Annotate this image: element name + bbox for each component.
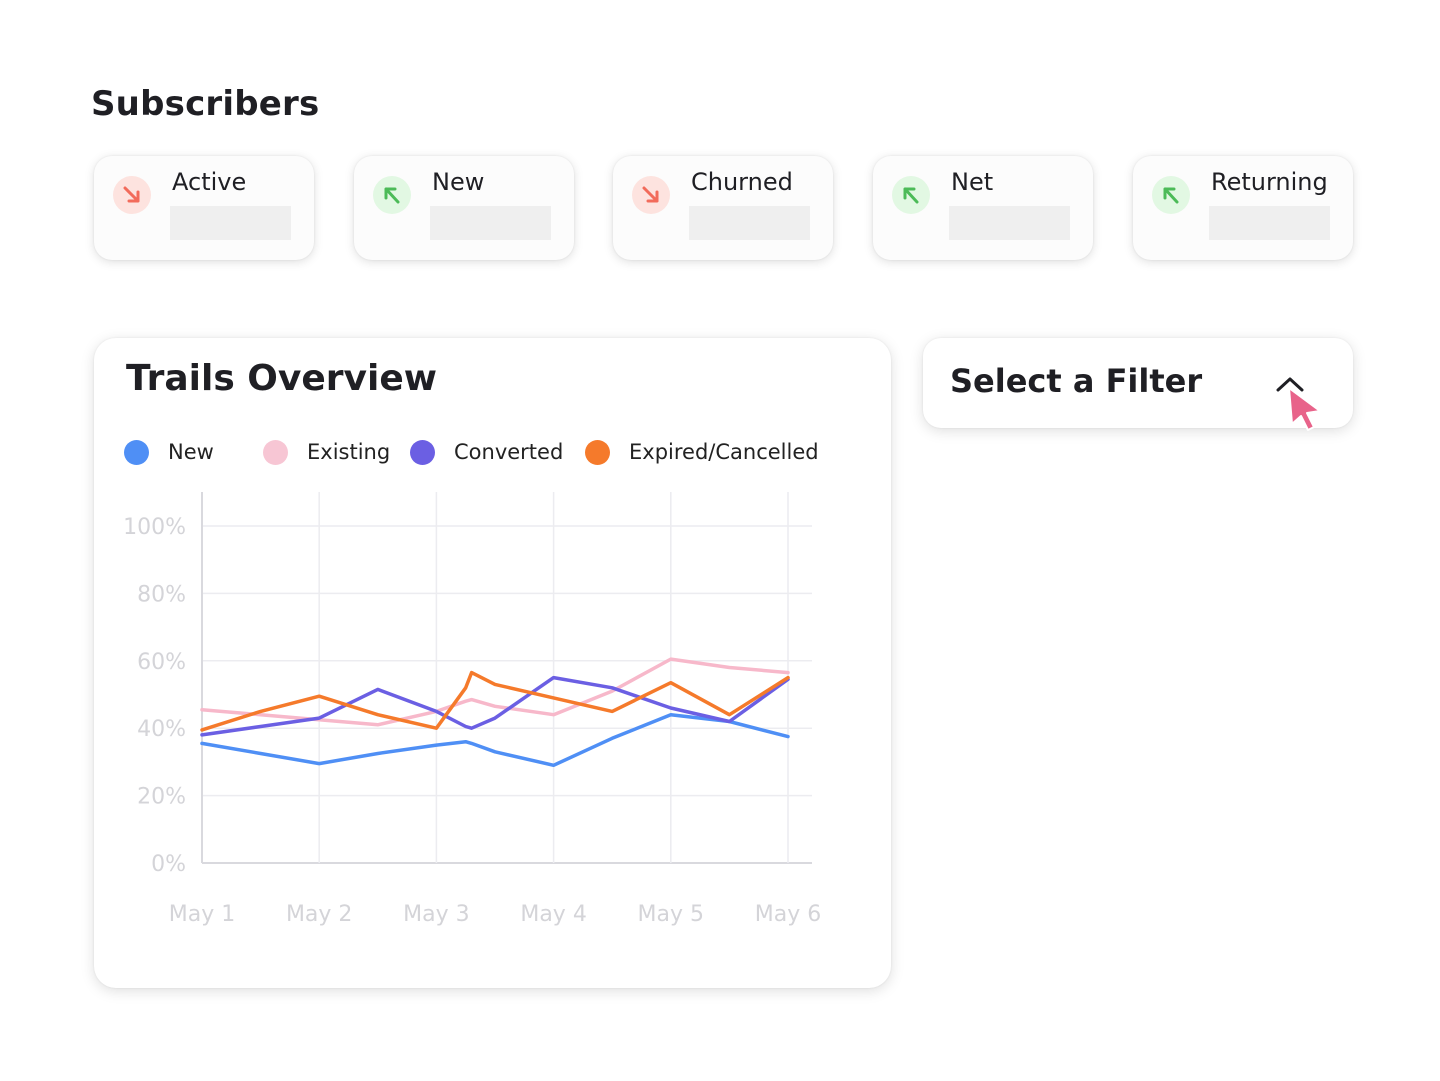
- metric-card-label: Returning: [1211, 168, 1328, 196]
- y-tick-label: 40%: [137, 717, 186, 742]
- metric-card-churned[interactable]: Churned: [613, 156, 833, 260]
- metric-card-label: New: [432, 168, 485, 196]
- metric-value-placeholder: [430, 206, 551, 240]
- legend-label: Converted: [454, 440, 564, 464]
- metric-card-net[interactable]: Net: [873, 156, 1093, 260]
- y-tick-label: 20%: [137, 785, 186, 810]
- x-tick-label: May 4: [520, 902, 586, 927]
- metric-card-label: Churned: [691, 168, 793, 196]
- metric-card-active[interactable]: Active: [94, 156, 314, 260]
- x-tick-label: May 3: [403, 902, 469, 927]
- arrow-up-left-icon: [892, 176, 930, 214]
- legend-label: New: [168, 440, 214, 464]
- metric-card-new[interactable]: New: [354, 156, 574, 260]
- series-line-expired-cancelled: [200, 670, 790, 732]
- legend-dot: [410, 440, 435, 465]
- legend-dot: [124, 440, 149, 465]
- metric-card-label: Net: [951, 168, 994, 196]
- metric-value-placeholder: [1209, 206, 1330, 240]
- metric-value-placeholder: [170, 206, 291, 240]
- x-tick-label: May 6: [755, 902, 821, 927]
- filter-label: Select a Filter: [950, 362, 1203, 400]
- arrow-up-left-icon: [1152, 176, 1190, 214]
- legend-label: Existing: [307, 440, 391, 464]
- metric-value-placeholder: [949, 206, 1070, 240]
- x-tick-label: May 1: [169, 902, 235, 927]
- metric-value-placeholder: [689, 206, 810, 240]
- series-line-converted: [200, 675, 790, 737]
- y-tick-label: 100%: [123, 515, 186, 540]
- line-chart: 0% 20% 40% 60% 80% 100% May 1 May 2 May 3 May 4 Ma…: [123, 492, 821, 927]
- y-tick-label: 0%: [151, 852, 186, 877]
- y-tick-label: 60%: [137, 650, 186, 675]
- x-tick-label: May 5: [638, 902, 704, 927]
- cursor-pointer-icon: [1288, 387, 1321, 431]
- chevron-up-icon[interactable]: [1273, 372, 1307, 396]
- x-tick-label: May 2: [286, 902, 352, 927]
- filter-dropdown[interactable]: Select a Filter: [923, 338, 1353, 431]
- arrow-down-right-icon: [113, 176, 151, 214]
- legend-dot: [263, 440, 288, 465]
- y-tick-label: 80%: [137, 582, 186, 607]
- legend-dot: [585, 440, 610, 465]
- trails-overview-card: Trails Overview New Existing Converted E…: [94, 338, 891, 988]
- arrow-down-right-icon: [632, 176, 670, 214]
- arrow-up-left-icon: [373, 176, 411, 214]
- section-title: Subscribers: [91, 84, 320, 124]
- chart-title: Trails Overview: [126, 358, 438, 399]
- legend-label: Expired/Cancelled: [629, 440, 819, 464]
- metric-card-returning[interactable]: Returning: [1133, 156, 1353, 260]
- metric-card-label: Active: [172, 168, 247, 196]
- series-line-new: [200, 712, 790, 768]
